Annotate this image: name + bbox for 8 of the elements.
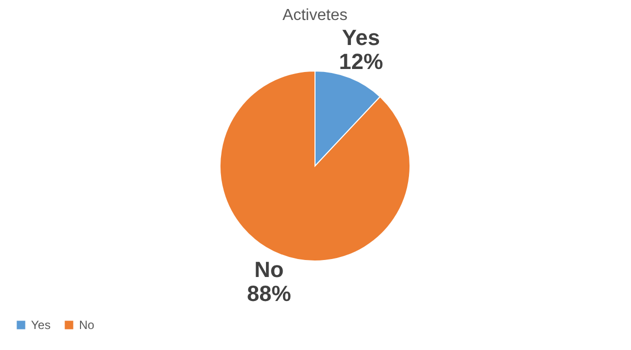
data-label: 12% bbox=[338, 48, 384, 74]
slice-label: No bbox=[254, 257, 284, 282]
slice-label: Yes bbox=[342, 24, 380, 50]
chart-title: Activetes bbox=[282, 6, 348, 24]
legend-label: No bbox=[79, 318, 95, 332]
pie-slice bbox=[220, 70, 410, 262]
legend-label: Yes bbox=[31, 318, 51, 332]
data-label: 88% bbox=[246, 281, 292, 306]
